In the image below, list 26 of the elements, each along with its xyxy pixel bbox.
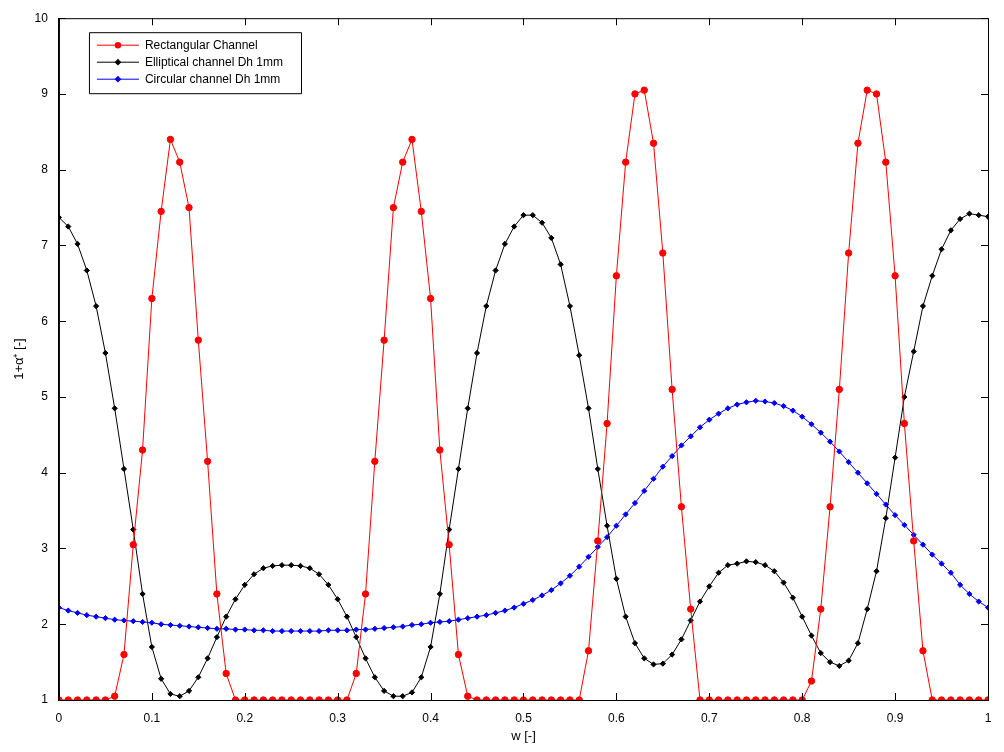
y-tick-label: 8 [41, 162, 49, 177]
x-tick-label: 0.6 [608, 710, 626, 725]
legend-label: Circular channel Dh 1mm [144, 71, 281, 86]
y-tick-label: 5 [41, 389, 49, 404]
x-tick-label: 0.4 [422, 710, 440, 725]
y-tick-label: 9 [41, 86, 49, 101]
legend-label: Rectangular Channel [144, 37, 258, 52]
x-tick-label: 0 [55, 710, 63, 725]
y-tick-label: 7 [41, 237, 49, 252]
x-tick-label: 0.2 [236, 710, 254, 725]
y-tick-label: 1 [41, 692, 49, 707]
y-tick-label: 4 [41, 465, 49, 480]
y-tick-label: 6 [41, 313, 49, 328]
x-tick-label: 0.9 [886, 710, 904, 725]
x-tick-label: 0.3 [329, 710, 347, 725]
x-tick-label: 0.7 [700, 710, 718, 725]
x-tick-label: 0.5 [515, 710, 533, 725]
y-tick-label: 2 [41, 616, 49, 631]
legend-label: Elliptical channel Dh 1mm [144, 54, 284, 69]
x-axis-title: w [-] [510, 727, 536, 743]
x-tick-label: 1 [984, 710, 992, 725]
y-tick-label: 10 [34, 10, 49, 25]
y-tick-label: 3 [41, 540, 49, 555]
x-tick-label: 0.1 [143, 710, 161, 725]
y-axis-title: 1+α⁺ [-] [11, 338, 27, 380]
x-tick-label: 0.8 [793, 710, 811, 725]
